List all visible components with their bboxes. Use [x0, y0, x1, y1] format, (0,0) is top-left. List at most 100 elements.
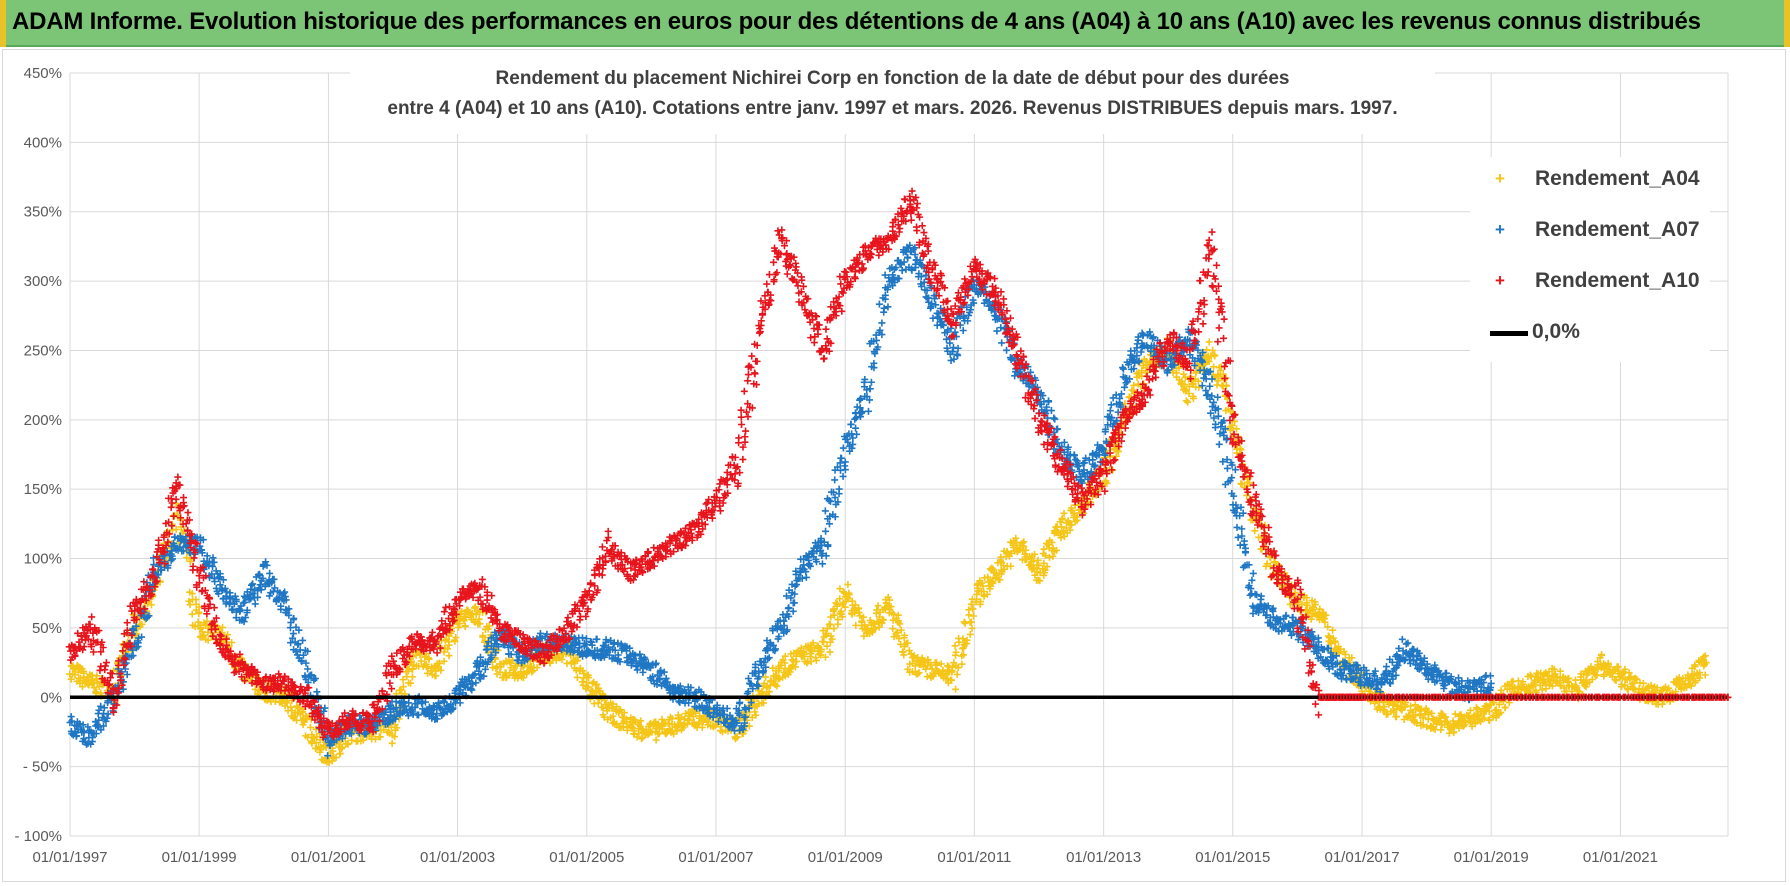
- point-rendement_a04: [967, 618, 975, 626]
- point-rendement_a04: [376, 733, 384, 741]
- point-rendement_a07: [997, 324, 1005, 332]
- point-rendement_a04: [911, 662, 919, 670]
- point-rendement_a04: [408, 673, 416, 681]
- point-rendement_a07: [228, 606, 236, 614]
- point-rendement_a04: [1049, 552, 1057, 560]
- point-rendement_a04: [915, 669, 923, 677]
- point-rendement_a04: [1474, 711, 1482, 719]
- point-rendement_a04: [573, 673, 581, 681]
- point-rendement_a04: [1639, 679, 1647, 687]
- point-rendement_a04: [372, 735, 380, 743]
- point-rendement_a04: [1692, 677, 1700, 685]
- point-rendement_a07: [1257, 595, 1265, 603]
- point-rendement_a04: [958, 660, 966, 668]
- point-rendement_a04: [1419, 714, 1427, 722]
- point-rendement_a07: [898, 266, 906, 274]
- point-rendement_a07: [210, 558, 218, 566]
- banner-accent-right: [1784, 0, 1790, 47]
- x-tick-label: 01/01/2009: [808, 849, 883, 866]
- point-rendement_a04: [704, 718, 712, 726]
- point-rendement_a04: [609, 700, 617, 708]
- point-rendement_a04: [989, 579, 997, 587]
- x-tick-label: 01/01/2001: [291, 849, 366, 866]
- data-points: [65, 187, 1732, 766]
- point-rendement_a04: [814, 644, 822, 652]
- point-rendement_a04: [1044, 541, 1052, 549]
- banner-title: ADAM Informe. Evolution historique des p…: [12, 8, 1701, 35]
- point-rendement_a07: [864, 407, 872, 415]
- point-rendement_a07: [1070, 451, 1078, 459]
- y-tick-label: 0%: [40, 689, 62, 706]
- point-rendement_a04: [1246, 479, 1254, 487]
- point-rendement_a04: [1536, 681, 1544, 689]
- point-rendement_a04: [172, 525, 180, 533]
- point-rendement_a04: [1303, 601, 1311, 609]
- point-rendement_a04: [1538, 686, 1546, 694]
- point-rendement_a04: [92, 688, 100, 696]
- point-rendement_a04: [897, 626, 905, 634]
- point-rendement_a04: [204, 636, 212, 644]
- point-rendement_a04: [1348, 654, 1356, 662]
- point-rendement_a04: [283, 699, 291, 707]
- point-rendement_a04: [1066, 526, 1074, 534]
- point-rendement_a07: [129, 652, 137, 660]
- point-rendement_a04: [817, 645, 825, 653]
- point-rendement_a07: [875, 300, 883, 308]
- point-rendement_a04: [593, 680, 601, 688]
- point-rendement_a04: [966, 630, 974, 638]
- point-rendement_a04: [1471, 720, 1479, 728]
- point-rendement_a04: [337, 744, 345, 752]
- point-rendement_a04: [1437, 726, 1445, 734]
- point-rendement_a04: [436, 659, 444, 667]
- point-rendement_a04: [1687, 682, 1695, 690]
- point-rendement_a04: [809, 639, 817, 647]
- point-rendement_a04: [630, 727, 638, 735]
- point-rendement_a04: [437, 666, 445, 674]
- point-rendement_a04: [1053, 546, 1061, 554]
- point-rendement_a07: [80, 735, 88, 743]
- point-rendement_a04: [942, 675, 950, 683]
- point-rendement_a04: [385, 728, 393, 736]
- point-rendement_a04: [885, 596, 893, 604]
- x-tick-label: 01/01/2011: [937, 849, 1011, 866]
- point-rendement_a04: [1103, 479, 1111, 487]
- point-rendement_a07: [1198, 382, 1206, 390]
- point-rendement_a04: [408, 657, 416, 665]
- point-rendement_a04: [546, 658, 554, 666]
- point-rendement_a04: [1232, 425, 1240, 433]
- point-rendement_a07: [831, 476, 839, 484]
- point-rendement_a04: [845, 591, 853, 599]
- point-rendement_a04: [978, 579, 986, 587]
- point-rendement_a07: [867, 378, 875, 386]
- point-rendement_a04: [828, 635, 836, 643]
- point-rendement_a04: [441, 637, 449, 645]
- point-rendement_a04: [977, 598, 985, 606]
- point-rendement_a04: [951, 642, 959, 650]
- point-rendement_a04: [996, 576, 1004, 584]
- point-rendement_a04: [895, 635, 903, 643]
- point-rendement_a04: [874, 602, 882, 610]
- point-rendement_a04: [1204, 357, 1212, 365]
- point-rendement_a04: [969, 605, 977, 613]
- point-rendement_a04: [1604, 659, 1612, 667]
- point-rendement_a04: [404, 667, 412, 675]
- point-rendement_a07: [208, 570, 216, 578]
- point-rendement_a04: [452, 633, 460, 641]
- point-rendement_a04: [471, 603, 479, 611]
- point-rendement_a04: [960, 651, 968, 659]
- point-rendement_a04: [968, 624, 976, 632]
- point-rendement_a04: [1542, 685, 1550, 693]
- point-rendement_a04: [692, 709, 700, 717]
- point-rendement_a04: [1588, 675, 1596, 683]
- point-rendement_a07: [243, 609, 251, 617]
- point-rendement_a04: [961, 619, 969, 627]
- point-rendement_a04: [952, 648, 960, 656]
- point-rendement_a04: [460, 617, 468, 625]
- point-rendement_a07: [132, 622, 140, 630]
- point-rendement_a04: [760, 699, 768, 707]
- point-rendement_a04: [821, 653, 829, 661]
- banner-accent-left: [0, 0, 6, 47]
- point-rendement_a04: [763, 684, 771, 692]
- point-rendement_a04: [1480, 714, 1488, 722]
